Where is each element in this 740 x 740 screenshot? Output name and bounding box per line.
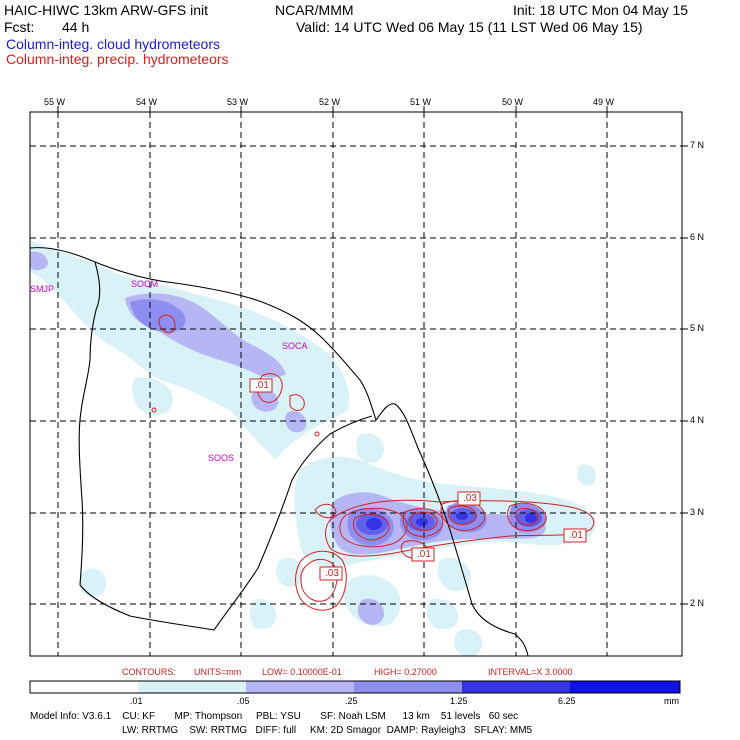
station-label: SMJP [30,284,55,294]
colorbar-unit: mm [664,696,679,706]
lon-label: 52 W [319,97,341,107]
colorbar-label: 1.25 [450,696,468,706]
colorbar-label: .05 [237,696,250,706]
lon-label: 50 W [502,97,524,107]
field-title-cloud: Column-integ. cloud hydrometeors [6,36,220,52]
contour-info-units: UNITS=mm [194,667,242,677]
model-info-line-1: Model Info: V3.6.1 CU: KF MP: Thompson P… [30,711,519,722]
station-label: SOOS [208,453,235,463]
lat-label: 2 N [690,598,705,608]
contour-label: .01 [417,549,431,560]
cloud-fill-level-1 [30,240,597,656]
colorbar-label: .25 [345,696,358,706]
lat-label: 7 N [690,140,705,150]
valid-time: Valid: 14 UTC Wed 06 May 15 (11 LST Wed … [296,19,643,35]
lat-label: 5 N [690,323,705,333]
latlon-grid [30,112,682,656]
init-time: Init: 18 UTC Mon 04 May 15 [513,2,689,18]
forecast-hours: 44 h [62,19,90,35]
forecast-label: Fcst: [4,19,35,35]
contour-info-contours: CONTOURS: [122,667,176,677]
contour-label: .01 [569,530,583,541]
contour-info-low: LOW= 0.10000E-01 [262,667,342,677]
lat-label: 4 N [690,415,705,425]
colorbar-label: .01 [130,696,143,706]
lon-ticks [57,106,608,112]
contour-label: .03 [463,493,477,504]
map-frame [29,111,683,657]
station-label: SOCA [282,341,308,351]
lon-label: 51 W [410,97,432,107]
station-label: SOCM [131,279,158,289]
lon-label: 54 W [136,97,158,107]
lon-label: 49 W [593,97,615,107]
contour-label: .01 [255,380,269,391]
colorbar-label: 6.25 [558,696,576,706]
lon-label: 55 W [44,97,66,107]
contour-info-interval: INTERVAL=X 3.0000 [488,667,573,677]
contour-label: .03 [325,568,339,579]
field-title-precip: Column-integ. precip. hydrometeors [6,51,229,67]
contour-info-high: HIGH= 0.27000 [374,667,437,677]
lat-label: 6 N [690,232,705,242]
model-info-line-2: LW: RRTMG SW: RRTMG DIFF: full KM: 2D Sm… [122,725,533,736]
contour-label-boxes [249,378,587,581]
lat-ticks [682,145,688,605]
lat-label: 3 N [690,507,705,517]
cloud-fill-level-5 [366,512,537,530]
plot-title: HAIC-HIWC 13km ARW-GFS init [4,2,209,18]
colorbar [29,680,681,694]
coastline [30,247,529,656]
lon-label: 53 W [227,97,249,107]
organization: NCAR/MMM [275,2,354,18]
